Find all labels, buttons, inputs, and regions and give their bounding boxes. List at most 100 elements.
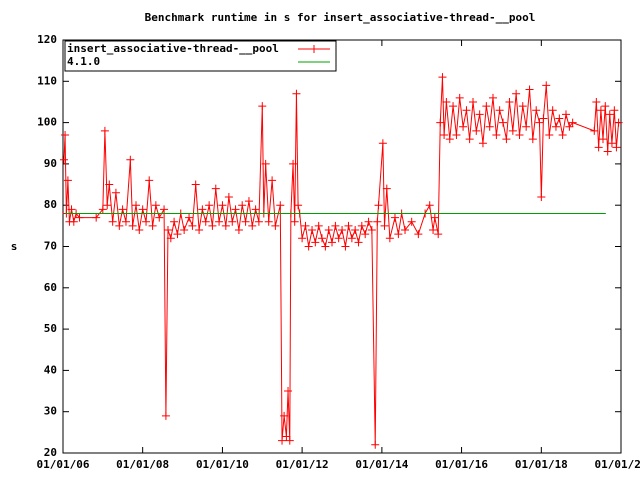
point-marker bbox=[558, 130, 567, 139]
x-tick-label: 01/01/18 bbox=[515, 458, 568, 471]
point-marker bbox=[492, 130, 501, 139]
point-marker bbox=[407, 217, 416, 226]
point-marker bbox=[555, 114, 564, 123]
point-marker bbox=[499, 118, 508, 127]
point-marker bbox=[280, 411, 289, 420]
point-marker bbox=[218, 201, 227, 210]
point-marker bbox=[614, 118, 623, 127]
point-marker bbox=[173, 230, 182, 239]
point-marker bbox=[378, 139, 387, 148]
point-marker bbox=[185, 213, 194, 222]
point-marker bbox=[334, 234, 343, 243]
point-marker bbox=[98, 205, 107, 214]
point-marker bbox=[276, 201, 285, 210]
point-marker bbox=[115, 221, 124, 230]
y-tick-label: 50 bbox=[44, 322, 57, 335]
point-marker bbox=[344, 221, 353, 230]
point-marker bbox=[605, 110, 614, 119]
point-marker bbox=[328, 238, 337, 247]
point-marker bbox=[430, 213, 439, 222]
point-marker bbox=[537, 192, 546, 201]
point-marker bbox=[598, 135, 607, 144]
y-tick-label: 70 bbox=[44, 240, 57, 253]
point-marker bbox=[201, 217, 210, 226]
legend-box bbox=[64, 40, 337, 72]
y-tick-label: 100 bbox=[37, 116, 57, 129]
point-marker bbox=[160, 205, 169, 214]
point-marker bbox=[224, 192, 233, 201]
point-marker bbox=[338, 225, 347, 234]
point-marker bbox=[472, 126, 481, 135]
point-marker bbox=[311, 238, 320, 247]
point-marker bbox=[551, 122, 560, 131]
point-marker bbox=[485, 122, 494, 131]
point-marker bbox=[67, 205, 76, 214]
y-tick-label: 110 bbox=[37, 74, 57, 87]
point-marker bbox=[308, 225, 317, 234]
point-marker bbox=[298, 234, 307, 243]
point-marker bbox=[155, 213, 164, 222]
point-marker bbox=[145, 176, 154, 185]
y-tick-label: 30 bbox=[44, 405, 57, 418]
x-tick-label: 01/01/06 bbox=[37, 458, 90, 471]
point-marker bbox=[331, 221, 340, 230]
point-marker bbox=[440, 130, 449, 139]
y-axis-label: s bbox=[11, 240, 18, 253]
point-marker bbox=[304, 242, 313, 251]
point-marker bbox=[284, 387, 293, 396]
point-marker bbox=[364, 217, 373, 226]
point-marker bbox=[525, 85, 534, 94]
point-marker bbox=[601, 102, 610, 111]
point-marker bbox=[321, 242, 330, 251]
point-marker bbox=[142, 217, 151, 226]
point-marker bbox=[63, 176, 72, 185]
point-marker bbox=[561, 110, 570, 119]
point-marker bbox=[301, 221, 310, 230]
point-marker bbox=[282, 432, 291, 441]
point-marker bbox=[148, 221, 157, 230]
point-marker bbox=[180, 225, 189, 234]
point-marker bbox=[195, 225, 204, 234]
point-marker bbox=[59, 155, 68, 164]
point-marker bbox=[502, 135, 511, 144]
point-marker bbox=[565, 122, 574, 131]
point-marker bbox=[238, 201, 247, 210]
point-marker bbox=[373, 217, 382, 226]
point-marker bbox=[317, 234, 326, 243]
point-marker bbox=[75, 213, 84, 222]
point-marker bbox=[69, 217, 78, 226]
point-marker bbox=[515, 130, 524, 139]
point-marker bbox=[231, 205, 240, 214]
y-tick-label: 40 bbox=[44, 363, 57, 376]
x-tick-label: 01/01/12 bbox=[276, 458, 329, 471]
point-marker bbox=[264, 217, 273, 226]
point-marker bbox=[505, 97, 514, 106]
point-marker bbox=[285, 436, 294, 445]
y-tick-label: 120 bbox=[37, 33, 57, 46]
y-tick-label: 60 bbox=[44, 281, 57, 294]
point-marker bbox=[508, 126, 517, 135]
point-marker bbox=[361, 230, 370, 239]
point-marker bbox=[292, 89, 301, 98]
point-marker bbox=[138, 205, 147, 214]
point-marker bbox=[341, 242, 350, 251]
point-marker bbox=[401, 225, 410, 234]
point-marker bbox=[438, 73, 447, 82]
point-marker bbox=[215, 217, 224, 226]
point-marker bbox=[188, 221, 197, 230]
point-marker bbox=[191, 180, 200, 189]
point-marker bbox=[568, 118, 577, 127]
point-marker bbox=[612, 143, 621, 152]
point-marker bbox=[475, 110, 484, 119]
y-tick-label: 80 bbox=[44, 198, 57, 211]
point-marker bbox=[367, 225, 376, 234]
point-marker bbox=[532, 106, 541, 115]
point-marker bbox=[414, 230, 423, 239]
point-marker bbox=[118, 205, 127, 214]
point-marker bbox=[539, 114, 548, 123]
point-marker bbox=[108, 217, 117, 226]
point-marker bbox=[290, 217, 299, 226]
point-marker bbox=[545, 130, 554, 139]
